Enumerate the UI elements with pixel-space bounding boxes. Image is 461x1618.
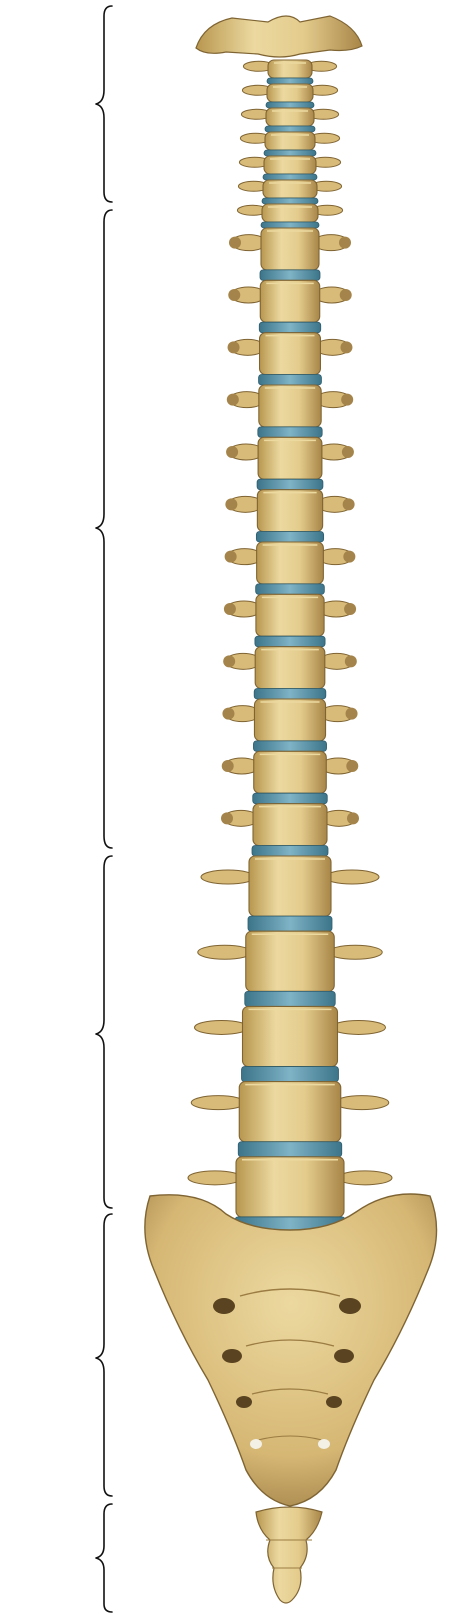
vertebral-body (256, 489, 324, 533)
intervertebral-disc (264, 125, 316, 133)
brace-lumbar (95, 855, 113, 1209)
vertebral-body (254, 646, 326, 690)
intervertebral-disc (244, 990, 336, 1007)
rib-facet-right (342, 498, 355, 511)
intervertebral-disc (262, 173, 318, 181)
rib-facet-right (339, 288, 352, 301)
intervertebral-disc (252, 792, 328, 805)
transverse-process-right (337, 1170, 393, 1186)
intervertebral-disc (251, 845, 329, 857)
vertebral-body (255, 593, 325, 637)
vertebral-body (235, 1156, 345, 1218)
intervertebral-disc (258, 374, 322, 386)
intervertebral-disc (266, 77, 314, 85)
rib-facet-right (343, 550, 356, 563)
transverse-process-right (331, 1019, 386, 1035)
rib-facet-right (344, 655, 357, 668)
sacrum (144, 1193, 438, 1507)
intervertebral-disc (261, 197, 319, 205)
brace-thoracic (95, 209, 113, 849)
brace-sacrum (95, 1213, 113, 1497)
vertebral-body (238, 1081, 342, 1143)
transverse-process-right (334, 1095, 390, 1111)
rib-facet-right (340, 341, 353, 354)
intervertebral-disc (247, 915, 333, 932)
rib-facet-left (226, 445, 239, 458)
intervertebral-disc (258, 321, 322, 334)
vertebral-body (245, 930, 335, 992)
brace-cervical (95, 5, 113, 203)
brace-coccyx (95, 1503, 113, 1613)
transverse-process-left (200, 869, 256, 885)
vertebral-body (256, 541, 324, 585)
rib-facet-right (339, 236, 351, 249)
vertebral-body (241, 1005, 339, 1068)
rib-facet-left (224, 550, 237, 563)
sacral-foramen (334, 1349, 354, 1363)
intervertebral-disc (241, 1066, 339, 1083)
intervertebral-disc (255, 531, 325, 543)
rib-facet-left (225, 498, 238, 511)
transverse-process-left (190, 1095, 246, 1111)
sacral-foramen (318, 1439, 330, 1449)
rib-facet-right (344, 602, 357, 615)
intervertebral-disc (237, 1141, 343, 1158)
intervertebral-disc (263, 149, 317, 157)
sacral-foramen (222, 1349, 242, 1363)
rib-facet-left (221, 759, 234, 772)
rib-facet-right (345, 707, 358, 720)
vertebral-body (258, 384, 322, 428)
sacral-foramen (250, 1439, 262, 1449)
rib-facet-right (341, 445, 354, 458)
intervertebral-disc (260, 221, 320, 229)
rib-facet-left (223, 655, 236, 668)
rib-facet-right (347, 812, 359, 825)
intervertebral-disc (256, 478, 324, 491)
rib-facet-left (227, 341, 240, 354)
transverse-process-left (187, 1170, 243, 1186)
vertebral-body (253, 750, 327, 794)
rib-facet-left (229, 236, 241, 249)
intervertebral-disc (253, 740, 327, 752)
vertebral-body (257, 436, 323, 480)
sacral-foramen (326, 1396, 342, 1408)
intervertebral-disc (254, 635, 326, 648)
intervertebral-disc (255, 583, 325, 595)
vertebral-body (259, 279, 321, 323)
intervertebral-disc (257, 426, 323, 438)
sacral-foramen (213, 1298, 235, 1314)
intervertebral-disc (253, 688, 327, 700)
sacral-foramen (339, 1298, 361, 1314)
transverse-process-right (324, 869, 380, 885)
intervertebral-disc (265, 101, 315, 109)
rib-facet-left (223, 602, 236, 615)
rib-facet-left (226, 393, 239, 406)
vertebral-body (253, 698, 327, 742)
rib-facet-left (228, 288, 241, 301)
vertebral-column (187, 59, 393, 1233)
rib-facet-right (346, 759, 359, 772)
atlas-vertebra (195, 15, 363, 58)
rib-facet-right (341, 393, 354, 406)
coccyx (255, 1506, 323, 1604)
vertebral-body (248, 855, 332, 917)
vertebral-body (260, 227, 320, 271)
intervertebral-disc (259, 269, 321, 281)
vertebral-body (252, 803, 328, 847)
transverse-process-left (197, 944, 253, 960)
sacral-foramen (236, 1396, 252, 1408)
rib-facet-left (222, 707, 235, 720)
vertebral-body (258, 332, 322, 376)
transverse-process-left (194, 1019, 249, 1035)
transverse-process-right (327, 944, 383, 960)
rib-facet-left (221, 812, 233, 825)
